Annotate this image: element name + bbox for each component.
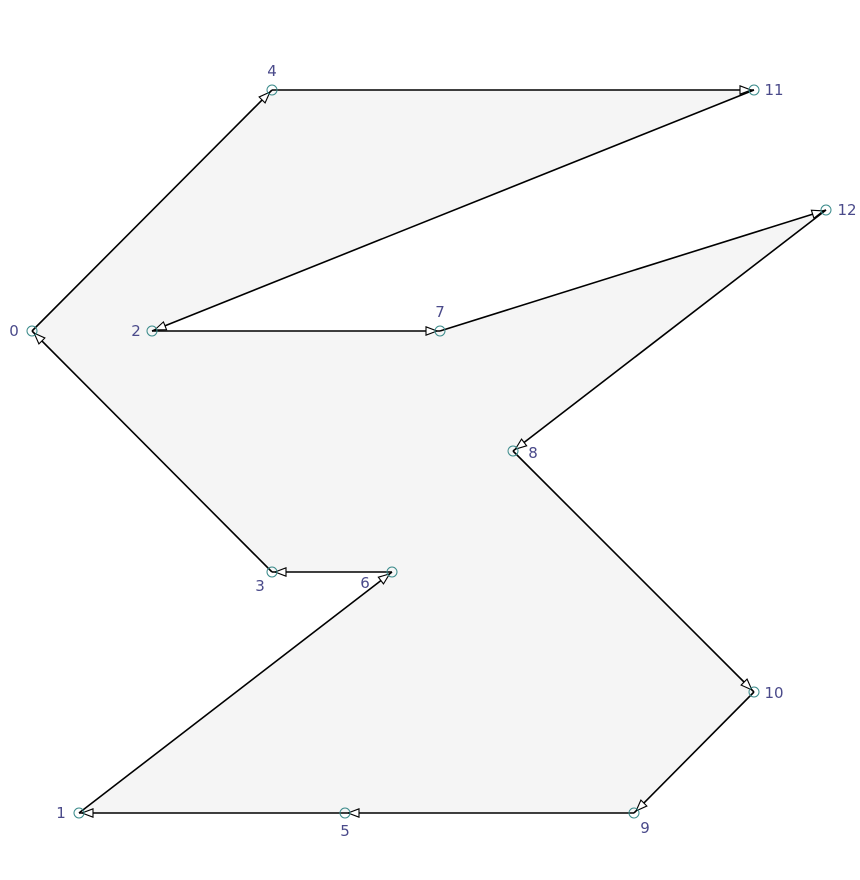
- edge-11-2: [151, 89, 755, 332]
- vertex-label-7: 7: [435, 303, 445, 321]
- vertex-marker-0: [26, 325, 38, 337]
- vertex-marker-10: [748, 686, 760, 698]
- arrow-head-7-12: [810, 209, 825, 220]
- arrow-head-5-1: [80, 808, 94, 818]
- vertex-marker-7: [434, 325, 446, 337]
- edge-0-4: [31, 89, 273, 332]
- edge-1-6: [78, 571, 393, 814]
- arrow-head-10-9: [635, 799, 648, 812]
- vertex-marker-1: [73, 807, 85, 819]
- vertex-marker-6: [386, 566, 398, 578]
- vertex-label-2: 2: [131, 322, 141, 340]
- vertex-label-10: 10: [764, 684, 783, 702]
- arrow-head-8-10: [740, 678, 753, 691]
- vertex-label-9: 9: [640, 819, 650, 837]
- polygon-fill: [32, 90, 826, 813]
- vertex-label-0: 0: [9, 322, 19, 340]
- vertex-label-8: 8: [528, 444, 538, 462]
- arrow-head-12-8: [514, 438, 528, 451]
- vertex-marker-5: [339, 807, 351, 819]
- vertex-label-5: 5: [340, 822, 350, 840]
- vertex-marker-12: [820, 204, 832, 216]
- vertex-label-4: 4: [267, 62, 277, 80]
- vertex-marker-3: [266, 566, 278, 578]
- arrow-head-3-0: [33, 332, 46, 345]
- vertex-marker-8: [507, 445, 519, 457]
- arrow-head-6-3: [273, 567, 287, 577]
- vertex-marker-9: [628, 807, 640, 819]
- vertex-label-12: 12: [837, 201, 856, 219]
- arrow-head-0-4: [258, 91, 271, 104]
- edge-8-10: [512, 450, 755, 693]
- vertex-label-11: 11: [764, 81, 783, 99]
- vertex-marker-11: [748, 84, 760, 96]
- arrow-head-1-6: [377, 572, 391, 585]
- arrow-head-11-2: [153, 320, 168, 331]
- vertex-label-6: 6: [360, 574, 370, 592]
- edge-10-9: [633, 691, 755, 814]
- vertex-marker-2: [146, 325, 158, 337]
- edges-layer: [31, 85, 827, 818]
- edge-3-0: [31, 330, 273, 573]
- edge-12-8: [512, 209, 827, 452]
- arrow-head-4-11: [739, 85, 753, 95]
- arrow-head-2-7: [425, 326, 439, 336]
- arrow-head-9-5: [346, 808, 360, 818]
- vertex-label-3: 3: [255, 577, 265, 595]
- vertex-label-1: 1: [56, 804, 66, 822]
- vertex-marker-4: [266, 84, 278, 96]
- edge-7-12: [439, 209, 827, 332]
